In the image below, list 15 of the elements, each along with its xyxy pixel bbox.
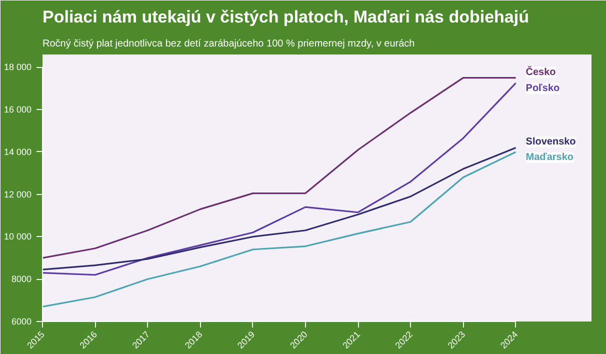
series-label: Maďarsko bbox=[526, 152, 574, 163]
y-tick-label: 8000 bbox=[11, 274, 32, 284]
y-tick-label: 10 000 bbox=[4, 232, 32, 242]
y-tick-label: 6000 bbox=[11, 316, 32, 326]
line-series bbox=[42, 151, 517, 308]
series-label: Poľsko bbox=[526, 83, 560, 94]
y-tick-label: 14 000 bbox=[4, 146, 32, 157]
series-label: Česko bbox=[526, 66, 556, 78]
y-tick-label: 16 000 bbox=[4, 104, 32, 115]
chart-title: Poliaci nám utekajú v čistých platoch, Maďari nás dobiehajú bbox=[42, 8, 529, 26]
line-series bbox=[42, 146, 517, 270]
y-tick-label: 18 000 bbox=[4, 62, 32, 72]
chart-subtitle: Ročný čistý plat jednotlivca bez detí zarábajúceho 100 % priemernej mzdy, v eurách bbox=[42, 38, 415, 50]
series-label: Slovensko bbox=[526, 136, 576, 148]
y-tick-label: 12 000 bbox=[4, 189, 32, 200]
